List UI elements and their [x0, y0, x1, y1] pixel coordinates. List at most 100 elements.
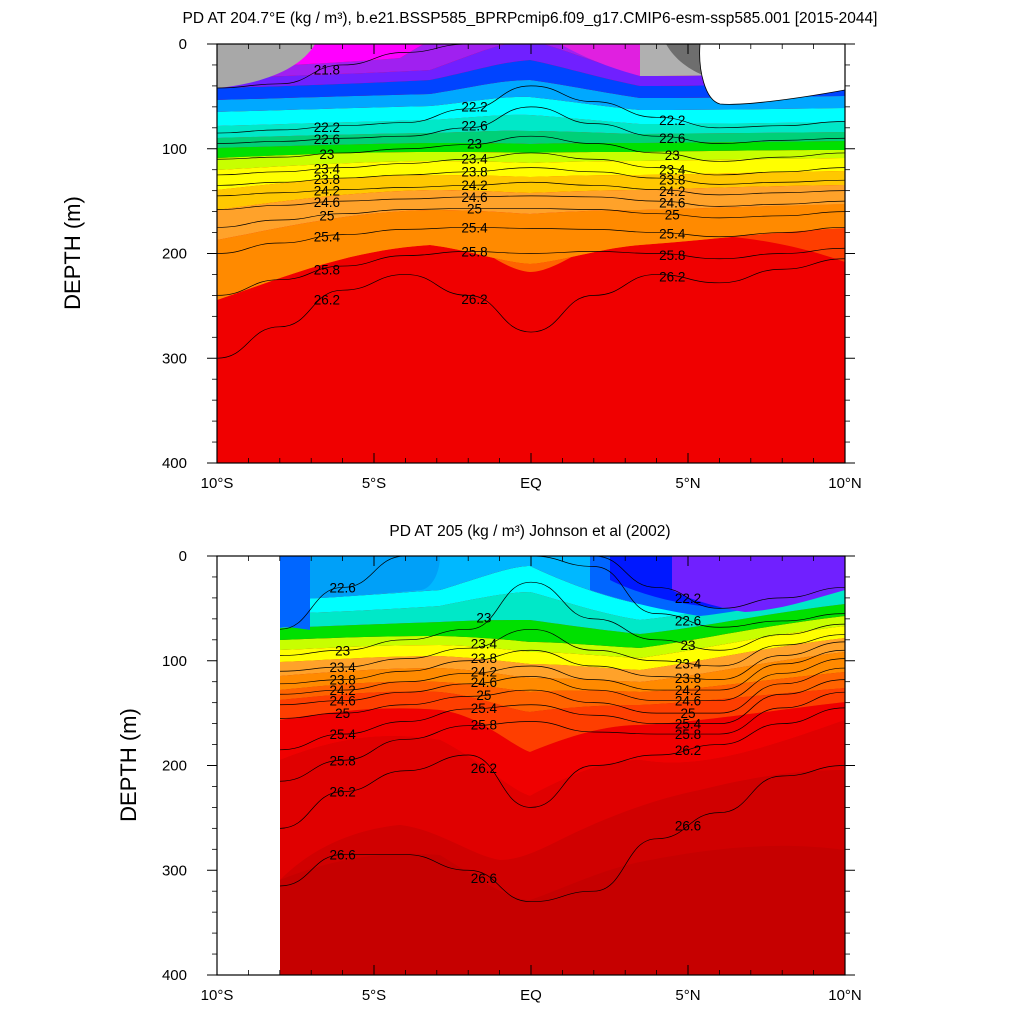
top-fill-25-0	[217, 171, 845, 210]
top-contour-label: 25	[467, 201, 482, 216]
top-title: PD AT 204.7°E (kg / m³), b.e21.BSSP585_B…	[183, 10, 878, 27]
top-contour-line	[217, 226, 845, 254]
bottom-contour-label: 24.2	[471, 664, 497, 679]
top-contour-label: 25.4	[314, 230, 341, 245]
bottom-contour-label: 23	[680, 638, 695, 653]
bottom-contour-label: 22.6	[675, 613, 701, 628]
top-contour-label: 23.4	[314, 162, 341, 177]
bottom-contour-label: 26.2	[329, 785, 355, 800]
top-panel: PD AT 204.7°E (kg / m³), b.e21.BSSP585_B…	[60, 10, 877, 492]
top-contour-label: 23.8	[461, 164, 487, 179]
top-contour-label: 25.8	[461, 245, 487, 260]
top-x-tick-label: EQ	[520, 475, 542, 492]
bottom-fill-25-0	[280, 638, 845, 682]
top-contour-lines	[217, 44, 845, 359]
bottom-fill-22-8b	[280, 556, 440, 600]
top-fill-24-2	[217, 141, 845, 158]
bottom-x-tick-label: 5°S	[362, 987, 386, 1004]
top-y-tick-label: 0	[179, 36, 187, 53]
bottom-axis: 10°S 5°S EQ 5°N 10°N 0 100 200 300 400	[162, 548, 862, 1004]
top-contour-label: 24.6	[461, 190, 487, 205]
top-contour-line	[217, 167, 845, 186]
bottom-contour-label: 25	[335, 706, 350, 721]
bottom-contour-label: 24.2	[329, 683, 355, 698]
top-x-tick-label: 10°S	[201, 475, 234, 492]
bottom-fill-23-8	[280, 604, 845, 648]
top-y-tick-label: 100	[162, 141, 187, 158]
top-fill-21-8b	[560, 44, 640, 76]
bottom-contour-line	[279, 667, 845, 719]
bottom-contour-label: 23.4	[471, 636, 498, 651]
bottom-contour-label: 25.8	[329, 753, 355, 768]
top-contour-label: 22.2	[659, 113, 685, 128]
bottom-fill-22-0	[672, 556, 845, 612]
bottom-y-tick-label: 100	[162, 653, 187, 670]
top-x-tick-label: 5°S	[362, 475, 386, 492]
bottom-contour-label: 25.8	[471, 718, 497, 733]
top-contour-line	[217, 247, 845, 296]
bottom-contour-line	[279, 658, 845, 706]
bottom-missing-data	[217, 556, 280, 975]
bottom-ylabel: DEPTH (m)	[116, 708, 141, 822]
bottom-contour-line	[279, 649, 845, 695]
bottom-x-tick-label: 10°N	[828, 987, 862, 1004]
top-contour-label: 22.6	[461, 119, 487, 134]
bottom-fill-24-2	[280, 616, 845, 658]
bottom-fill-25-8	[280, 672, 845, 712]
top-contour-line	[217, 195, 845, 210]
top-contour-label: 22.2	[461, 100, 487, 115]
top-contour-line	[217, 181, 845, 197]
bottom-contour-line	[279, 556, 845, 609]
top-contour-label: 25.8	[314, 262, 340, 277]
top-fill-22-6	[217, 80, 845, 112]
bottom-x-tick-label: 10°S	[201, 987, 234, 1004]
top-ylabel: DEPTH (m)	[60, 196, 85, 310]
top-fill-24-8	[217, 158, 845, 190]
bottom-contour-line	[279, 556, 845, 630]
bottom-contour-label: 26.6	[675, 819, 701, 834]
top-contour-label: 21.8	[314, 63, 340, 78]
top-fill-missing-right	[699, 44, 845, 105]
bottom-contour-label: 23	[476, 611, 491, 626]
bottom-contour-line	[279, 679, 845, 751]
top-contour-label: 26.2	[314, 292, 340, 307]
bottom-contour-label: 23	[335, 643, 350, 658]
bottom-contour-line	[279, 641, 845, 685]
bottom-fill-22-6a	[280, 556, 310, 630]
top-contour-label: 22.6	[659, 131, 685, 146]
top-fill-21-8	[217, 44, 640, 78]
top-y-tick-label: 300	[162, 350, 187, 367]
top-y-tick-label: 200	[162, 246, 187, 263]
bottom-contour-label: 25.4	[329, 727, 356, 742]
bottom-y-tick-label: 300	[162, 862, 187, 879]
top-contour-label: 24.2	[314, 183, 340, 198]
top-fill-23-8	[217, 130, 845, 148]
top-contour-line	[217, 258, 845, 359]
top-contour-fill	[217, 44, 845, 463]
bottom-contour-label: 26.6	[471, 871, 497, 886]
bottom-contour-label: 23.8	[675, 671, 701, 686]
top-axis: 10°S 5°S EQ 5°N 10°N 0 100 200 300 400	[162, 36, 862, 492]
top-contour-label: 23.4	[659, 162, 686, 177]
top-contour-label: 24.6	[314, 195, 340, 210]
bottom-contour-label: 23.8	[329, 673, 355, 688]
bottom-contour-label: 26.2	[675, 743, 701, 758]
bottom-fill-26-7	[280, 838, 845, 975]
top-contour-label: 23	[467, 137, 482, 152]
top-contour-label: 24.2	[461, 178, 487, 193]
bottom-contour-label: 24.6	[675, 694, 701, 709]
bottom-contour-label: 24.6	[329, 694, 355, 709]
top-fill-24-4	[217, 150, 845, 170]
top-fill-23-0	[217, 96, 845, 126]
bottom-contour-line	[279, 765, 845, 903]
top-contour-label: 25.4	[659, 227, 686, 242]
top-fill-22-2	[217, 60, 845, 100]
bottom-contour-label: 22.6	[329, 580, 355, 595]
top-contour-label: 25.4	[461, 220, 488, 235]
bottom-contour-label: 22.2	[675, 591, 701, 606]
bottom-contour-fill	[279, 556, 845, 975]
bottom-contour-lines	[279, 556, 845, 903]
bottom-fill-25-4	[280, 652, 845, 692]
bottom-contour-label: 25.8	[675, 727, 701, 742]
